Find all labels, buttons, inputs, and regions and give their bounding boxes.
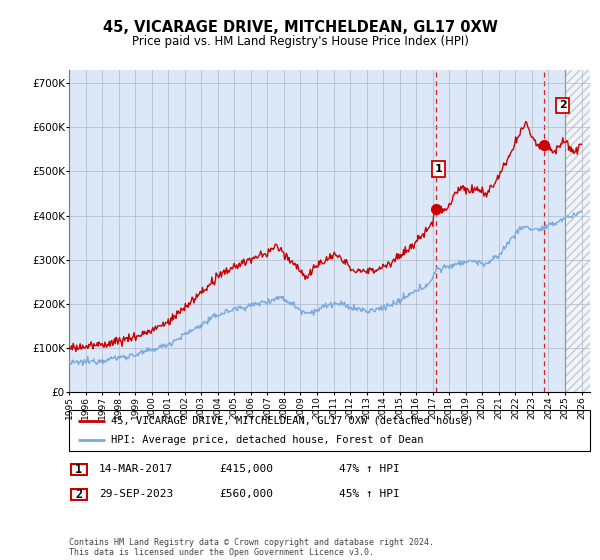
Text: Price paid vs. HM Land Registry's House Price Index (HPI): Price paid vs. HM Land Registry's House … xyxy=(131,35,469,48)
Text: Contains HM Land Registry data © Crown copyright and database right 2024.
This d: Contains HM Land Registry data © Crown c… xyxy=(69,538,434,557)
Text: 2: 2 xyxy=(559,100,566,110)
Text: £560,000: £560,000 xyxy=(219,489,273,499)
Bar xyxy=(565,70,590,392)
Text: 45% ↑ HPI: 45% ↑ HPI xyxy=(339,489,400,499)
Text: 14-MAR-2017: 14-MAR-2017 xyxy=(99,464,173,474)
Text: 45, VICARAGE DRIVE, MITCHELDEAN, GL17 0XW (detached house): 45, VICARAGE DRIVE, MITCHELDEAN, GL17 0X… xyxy=(110,416,473,426)
Bar xyxy=(71,464,86,475)
Text: 29-SEP-2023: 29-SEP-2023 xyxy=(99,489,173,499)
Text: 1: 1 xyxy=(435,164,443,174)
Bar xyxy=(71,489,86,500)
Text: 1: 1 xyxy=(75,463,82,476)
Text: HPI: Average price, detached house, Forest of Dean: HPI: Average price, detached house, Fore… xyxy=(110,435,423,445)
Text: 45, VICARAGE DRIVE, MITCHELDEAN, GL17 0XW: 45, VICARAGE DRIVE, MITCHELDEAN, GL17 0X… xyxy=(103,20,497,35)
Text: 2: 2 xyxy=(75,488,82,501)
Text: £415,000: £415,000 xyxy=(219,464,273,474)
Text: 47% ↑ HPI: 47% ↑ HPI xyxy=(339,464,400,474)
